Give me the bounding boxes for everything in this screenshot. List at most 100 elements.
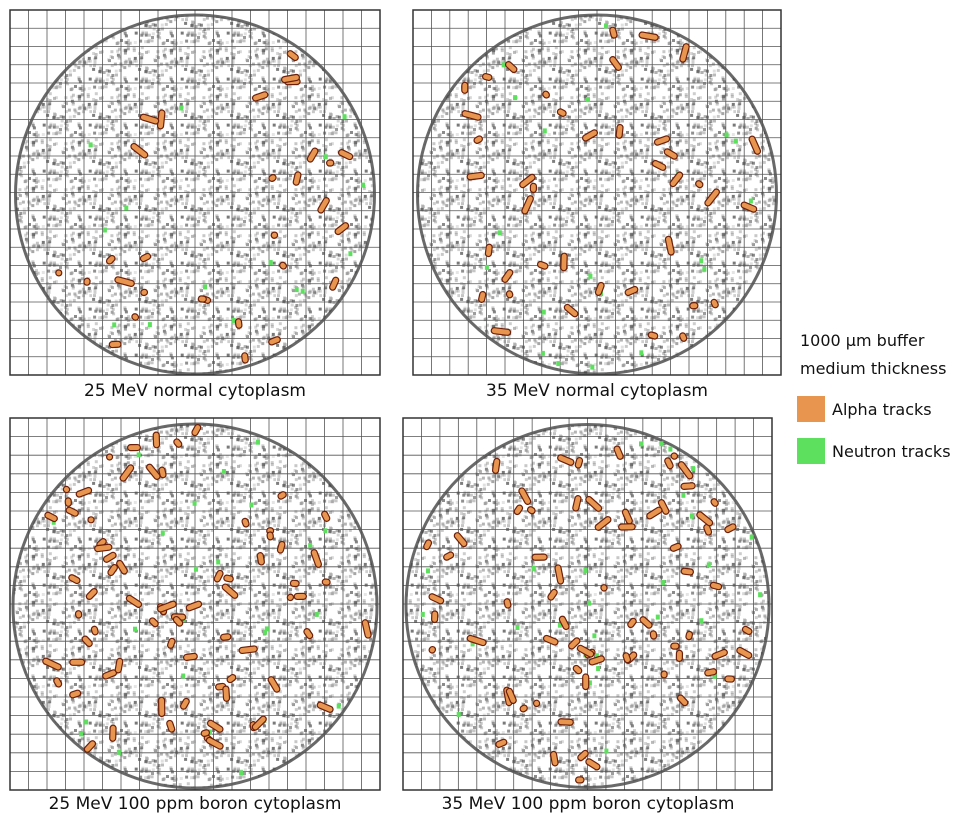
alpha-track: [725, 676, 735, 682]
neutron-track: [421, 612, 425, 617]
legend-swatch: [797, 396, 825, 422]
neutron-track: [89, 142, 93, 147]
neutron-track: [295, 287, 299, 292]
panel-caption: 25 MeV 100 ppm boron cytoplasm: [49, 794, 342, 814]
neutron-track: [79, 731, 83, 736]
neutron-track: [269, 260, 273, 265]
neutron-track: [263, 630, 267, 635]
neutron-track: [691, 466, 695, 471]
alpha-track: [94, 544, 112, 552]
panel: [413, 10, 781, 375]
alpha-track: [235, 318, 242, 328]
neutron-track: [137, 452, 141, 457]
neutron-track: [193, 501, 197, 506]
alpha-track: [690, 302, 698, 309]
neutron-track: [239, 770, 243, 775]
neutron-track: [659, 441, 663, 446]
alpha-track: [322, 579, 330, 586]
neutron-track: [222, 469, 226, 474]
alpha-track: [267, 532, 274, 541]
alpha-track: [676, 650, 682, 661]
neutron-track: [161, 531, 165, 536]
alpha-track: [326, 160, 334, 166]
alpha-track: [681, 568, 694, 575]
alpha-track: [75, 610, 82, 618]
alpha-track: [198, 296, 206, 303]
alpha-track: [583, 674, 589, 690]
alpha-track: [220, 633, 231, 640]
neutron-track: [541, 351, 545, 356]
alpha-track: [532, 554, 547, 560]
alpha-track: [223, 686, 230, 702]
legend-title: 1000 µm buffer: [800, 331, 925, 350]
legend-title: medium thickness: [800, 359, 946, 378]
legend-label: Neutron tracks: [832, 442, 951, 461]
alpha-track: [153, 432, 160, 448]
neutron-track: [84, 720, 88, 725]
alpha-track: [290, 580, 299, 586]
neutron-track: [343, 114, 347, 119]
neutron-track: [749, 199, 753, 204]
neutron-track: [661, 580, 665, 585]
alpha-track: [681, 483, 696, 490]
figure: 25 MeV normal cytoplasm 35 MeV normal cy…: [0, 0, 970, 815]
neutron-track: [485, 265, 489, 270]
neutron-track: [604, 749, 608, 754]
panel: [10, 10, 380, 375]
panel: [403, 418, 772, 790]
neutron-track: [348, 251, 352, 256]
neutron-track: [639, 350, 643, 355]
neutron-track: [758, 592, 762, 597]
alpha-track: [467, 172, 485, 180]
alpha-track: [575, 777, 584, 783]
legend-swatch: [797, 438, 825, 464]
neutron-track: [656, 615, 660, 620]
neutron-track: [103, 228, 107, 233]
alpha-track: [561, 253, 568, 271]
neutron-track: [668, 447, 672, 452]
alpha-track: [600, 584, 607, 592]
alpha-track: [492, 458, 500, 474]
alpha-track: [70, 659, 85, 665]
alpha-track: [671, 643, 679, 649]
alpha-track: [128, 444, 141, 450]
neutron-track: [256, 440, 260, 445]
neutron-track: [750, 535, 754, 540]
neutron-track: [532, 566, 536, 571]
panel-caption: 35 MeV normal cytoplasm: [486, 381, 708, 401]
neutron-track: [734, 139, 738, 144]
neutron-track: [725, 132, 729, 137]
neutron-track: [308, 543, 312, 548]
panel-caption: 25 MeV normal cytoplasm: [84, 381, 306, 401]
neutron-track: [542, 310, 546, 315]
alpha-track: [223, 575, 234, 583]
alpha-track: [110, 725, 117, 741]
neutron-track: [556, 361, 560, 366]
neutron-track: [117, 750, 121, 755]
neutron-track: [179, 106, 183, 111]
alpha-track: [294, 593, 306, 599]
alpha-track: [616, 124, 623, 138]
neutron-track: [301, 289, 305, 294]
alpha-track: [685, 631, 693, 640]
neutron-track: [194, 567, 198, 572]
neutron-track: [249, 503, 253, 508]
neutron-track: [596, 666, 600, 671]
neutron-track: [148, 322, 152, 327]
neutron-track: [583, 568, 587, 573]
neutron-track: [337, 704, 341, 709]
alpha-track: [462, 82, 468, 93]
alpha-track: [84, 278, 91, 286]
neutron-track: [133, 627, 137, 632]
neutron-track: [513, 95, 517, 100]
alpha-track: [485, 244, 492, 257]
neutron-track: [112, 322, 116, 327]
neutron-track: [699, 258, 703, 263]
neutron-track: [457, 712, 461, 717]
neutron-track: [588, 274, 592, 279]
neutron-track: [587, 601, 591, 606]
alpha-track: [530, 183, 536, 192]
neutron-track: [699, 618, 703, 623]
alpha-track: [159, 697, 165, 716]
alpha-track: [65, 498, 71, 507]
